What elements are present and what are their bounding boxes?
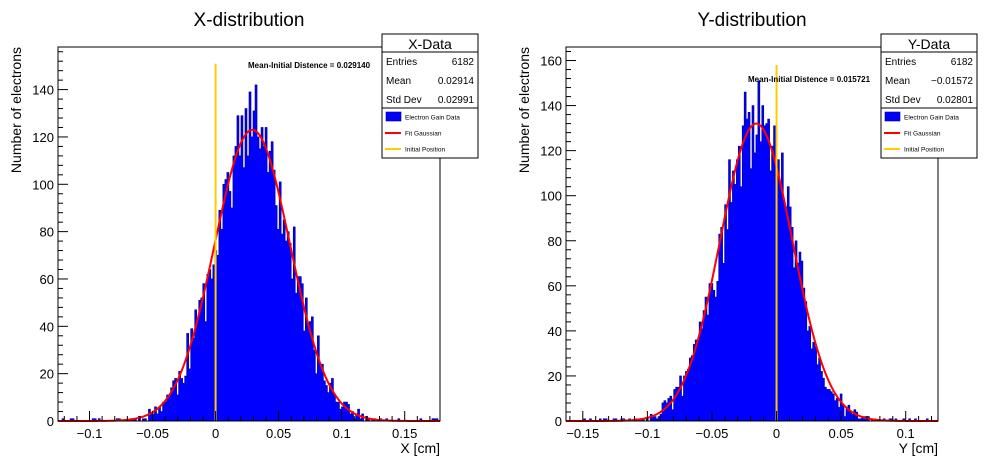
legend-label: Initial Position (405, 147, 445, 154)
y-tick-label: 0 (47, 414, 54, 429)
legend-label: Fit Gaussian (405, 131, 442, 138)
legend: Electron Gain Data Fit Gaussian Initial Po… (880, 107, 978, 159)
stats-label: Entries (885, 57, 916, 68)
y-tick-label: 80 (548, 234, 562, 249)
x-tick-label: 0.1 (333, 426, 351, 441)
legend-label: Initial Position (904, 147, 944, 154)
x-axis: −0.15 −0.1 −0.05 0 0.05 0.1Y [cm] (566, 411, 938, 456)
plot-frame (57, 46, 441, 422)
y-tick-label: 120 (32, 130, 54, 145)
mean-initial-distance-annotation: Mean-Initial Distence = 0.015721 (748, 75, 871, 84)
y-tick-label: 20 (548, 369, 562, 384)
y-tick-label: 120 (540, 144, 562, 159)
x-tick-label: −0.1 (77, 426, 103, 441)
panel-y-distribution: Y-distribution −0.15 −0.1 −0.05 0 0.05 0.1Y [c… (516, 10, 978, 456)
legend-swatch-data (385, 111, 402, 122)
plot-frame (565, 46, 939, 422)
x-tick-label: −0.05 (696, 426, 729, 441)
stats-value: 0.02914 (438, 76, 475, 87)
stats-value: 6182 (452, 57, 475, 68)
stats-title: X-Data (408, 36, 452, 52)
x-axis-label: Y [cm] (899, 440, 938, 456)
y-tick-label: 140 (32, 83, 54, 98)
legend-label: Fit Gaussian (904, 131, 941, 138)
y-tick-label: 160 (540, 54, 562, 69)
stats-box-frame (880, 33, 978, 109)
x-axis-label: X [cm] (400, 440, 440, 456)
y-tick-label: 100 (540, 189, 562, 204)
stats-label: Entries (386, 57, 417, 68)
y-axis-label: Number of electrons (8, 47, 24, 173)
stats-box-frame (381, 33, 479, 109)
x-tick-label: 0 (212, 426, 219, 441)
y-axis-label: Number of electrons (516, 47, 532, 173)
stats-label: Mean (386, 76, 411, 87)
x-axis: −0.1 −0.05 0 0.05 0.1 0.15X [cm] (63, 411, 440, 456)
legend: Electron Gain Data Fit Gaussian Initial Po… (381, 107, 479, 159)
stats-value: 6182 (951, 57, 974, 68)
stats-label: Std Dev (386, 95, 422, 106)
stats-value: 0.02801 (937, 95, 974, 106)
y-tick-label: 80 (40, 225, 54, 240)
y-tick-label: 40 (548, 324, 562, 339)
x-tick-label: −0.15 (566, 426, 599, 441)
gaussian-fit-line (566, 122, 938, 422)
y-tick-label: 40 (40, 319, 54, 334)
x-tick-label: 0 (773, 426, 780, 441)
stats-title: Y-Data (908, 36, 951, 52)
x-tick-label: −0.05 (136, 426, 169, 441)
y-tick-label: 140 (540, 99, 562, 114)
legend-swatch-data (884, 111, 901, 122)
x-tick-label: 0.05 (266, 426, 291, 441)
y-tick-label: 20 (40, 367, 54, 382)
gaussian-fit-line (58, 128, 440, 422)
y-tick-label: 0 (555, 414, 562, 429)
x-tick-label: −0.1 (635, 426, 661, 441)
mean-initial-distance-annotation: Mean-Initial Distence = 0.029140 (248, 61, 371, 70)
stats-box: X-Data Entries 6182 Mean 0.02914 Std Dev 0.029… (381, 33, 479, 109)
y-tick-label: 60 (40, 272, 54, 287)
stats-box: Y-Data Entries 6182 Mean −0.01572 Std Dev 0.02… (880, 33, 978, 109)
y-axis: 0 20 40 60 80 100 120 140 Number of electrons (8, 47, 68, 429)
y-axis: 0 20 40 60 80 100 120 140 160 Number of electrons (516, 47, 576, 429)
y-tick-label: 100 (32, 177, 54, 192)
panel-x-distribution: X-distribution −0.1 −0.05 0 0.05 0.1 0.15X [cm… (8, 10, 479, 456)
x-tick-label: 0.15 (392, 426, 417, 441)
stats-value: 0.02991 (438, 95, 475, 106)
stats-label: Mean (885, 76, 910, 87)
y-tick-label: 60 (548, 279, 562, 294)
stats-value: −0.01572 (931, 76, 973, 87)
x-tick-label: 0.1 (897, 426, 915, 441)
legend-label: Electron Gain Data (904, 115, 959, 122)
stats-label: Std Dev (885, 95, 921, 106)
chart-title: Y-distribution (697, 10, 806, 31)
chart-title: X-distribution (194, 10, 305, 31)
legend-label: Electron Gain Data (405, 115, 460, 122)
x-tick-label: 0.05 (828, 426, 853, 441)
